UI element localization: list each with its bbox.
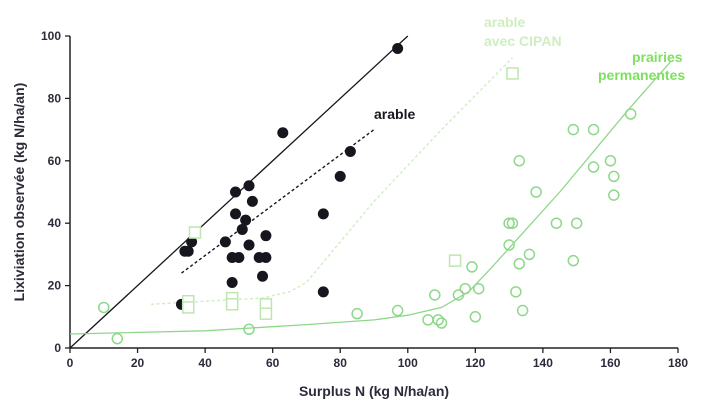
arable-avec-cipan-point (448, 254, 462, 267)
prairies-permanentes-trend-line (69, 60, 672, 335)
y-tick-label: 20 (48, 279, 62, 293)
x-tick-label: 20 (131, 356, 145, 370)
arable-point (392, 42, 404, 54)
x-tick-label: 180 (668, 356, 688, 370)
arable-point (186, 236, 198, 248)
arable-point (219, 236, 231, 248)
prairies-permanentes-point (506, 217, 519, 229)
prairies-permanentes-point (422, 314, 434, 326)
x-tick-label: 140 (533, 356, 553, 370)
prairies-permanentes-point (472, 282, 485, 295)
prairies-permanentes-point (98, 301, 110, 314)
arable-point (182, 245, 194, 257)
prairies-permanentes-point (604, 155, 617, 167)
prairies-permanentes-point (608, 170, 620, 183)
annotation-prairies-line2: permanentes (598, 67, 685, 83)
prairies-permanentes-point (513, 155, 525, 167)
prairies-permanentes-point (466, 261, 478, 273)
x-tick-label: 100 (398, 356, 418, 370)
x-tick-label: 60 (266, 356, 280, 370)
arable-avec-cipan-trend-line (151, 57, 513, 305)
arable-point (334, 170, 346, 182)
y-tick-label: 60 (48, 154, 62, 168)
prairies-permanentes-point (587, 123, 600, 136)
annotation-prairies-line1: prairies (632, 49, 683, 65)
annotation-arable: arable (374, 106, 415, 122)
x-tick-label: 160 (600, 356, 620, 370)
arable-point (233, 252, 245, 264)
prairies-permanentes-point (624, 108, 637, 120)
prairies-permanentes-point (510, 286, 522, 298)
arable-point (277, 127, 289, 139)
arable-point (246, 195, 258, 207)
prairies-permanentes-point (111, 332, 124, 345)
prairies-permanentes-point (570, 217, 583, 229)
prairies-permanentes-point (608, 189, 620, 201)
arable-avec-cipan-point (181, 301, 195, 314)
x-tick-label: 0 (67, 356, 74, 370)
arable-avec-cipan-point (225, 298, 239, 311)
y-tick-label: 100 (41, 29, 61, 43)
arable-point (226, 276, 238, 288)
y-tick-label: 40 (48, 216, 62, 230)
y-tick-label: 0 (54, 341, 61, 355)
x-tick-label: 80 (334, 356, 348, 370)
prairies-permanentes-point (459, 282, 471, 295)
prairies-permanentes-point (567, 123, 580, 136)
prairies-permanentes-point (567, 254, 580, 267)
arable-point (260, 230, 272, 242)
x-tick-label: 120 (465, 356, 485, 370)
prairies-permanentes-point (503, 217, 515, 229)
prairies-permanentes-point (351, 307, 363, 320)
arable-point (243, 180, 255, 192)
arable-point (240, 214, 252, 226)
prairies-permanentes-point (435, 317, 448, 329)
annotation-cipan-line1: arable (484, 14, 525, 30)
prairies-permanentes-point (243, 323, 255, 336)
y-tick-label: 80 (48, 91, 62, 105)
prairies-permanentes-point (429, 289, 441, 301)
y-axis-label: Lixiviation observée (kg N/ha/an) (11, 83, 27, 302)
x-tick-label: 40 (198, 356, 212, 370)
prairies-permanentes-point (432, 314, 444, 326)
x-axis-label: Surplus N (kg N/ha/an) (299, 383, 449, 399)
annotation-cipan-line2: avec CIPAN (484, 33, 562, 49)
prairies-permanentes-point (587, 161, 600, 173)
arable-point (243, 239, 255, 251)
prairies-permanentes-point (523, 248, 536, 261)
prairies-permanentes-point (503, 239, 515, 251)
arable-point (230, 208, 242, 220)
arable-point (317, 286, 329, 298)
arable-avec-cipan-point (188, 226, 202, 239)
prairies-permanentes-point (516, 304, 529, 317)
prairies-permanentes-point (452, 289, 465, 301)
arable-point (236, 223, 248, 235)
prairies-permanentes-point (469, 311, 482, 323)
arable-point (230, 186, 242, 198)
arable-point (344, 145, 356, 157)
arable-point (260, 252, 272, 264)
prairies-permanentes-point (391, 304, 404, 317)
prairies-permanentes-point (513, 258, 525, 270)
arable-avec-cipan-point (259, 307, 273, 320)
prairies-permanentes-point (550, 217, 563, 229)
arable-trend-line (181, 129, 375, 274)
arable-point (257, 270, 269, 282)
arable-point (317, 208, 329, 220)
arable-avec-cipan-point (506, 67, 519, 80)
prairies-permanentes-point (530, 186, 542, 198)
